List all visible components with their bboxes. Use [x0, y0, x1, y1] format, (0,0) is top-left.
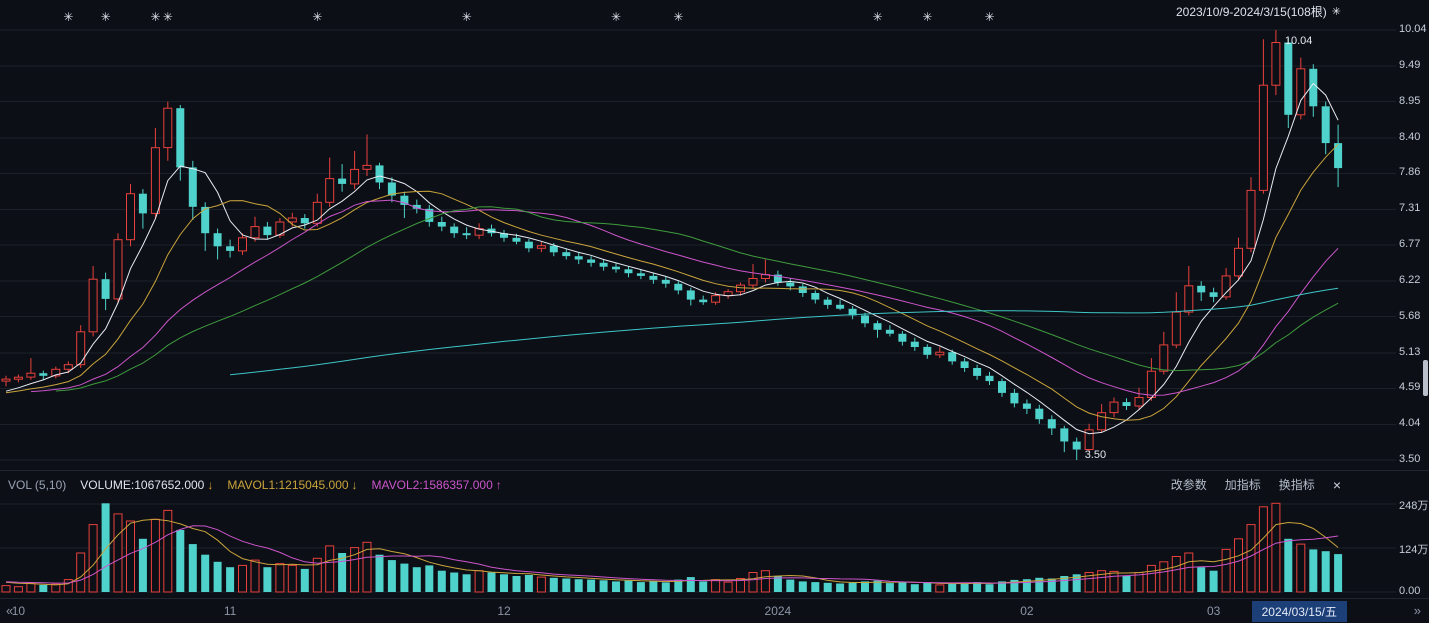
volume-axis-label: 248万	[1399, 500, 1429, 512]
volume-axis-label: 0.00	[1399, 585, 1421, 597]
volume-value: VOLUME:1067652.000 ↓	[80, 477, 214, 492]
svg-text:✳: ✳	[150, 10, 160, 24]
svg-text:✳: ✳	[462, 10, 472, 24]
svg-text:✳: ✳	[984, 10, 994, 24]
x-axis-label: 11	[223, 604, 237, 618]
price-axis-label: 9.49	[1399, 59, 1421, 72]
scroll-right-button[interactable]: »	[1413, 603, 1421, 618]
up-arrow-icon: ↑	[495, 477, 502, 492]
price-axis-label: 8.40	[1399, 130, 1421, 143]
svg-text:✳: ✳	[63, 10, 73, 24]
volume-bars[interactable]	[1, 502, 1343, 593]
x-axis-label: 10	[11, 604, 26, 618]
price-axis-label: 3.50	[1399, 453, 1421, 465]
volume-pane[interactable]	[0, 498, 1396, 598]
svg-text:✳: ✳	[312, 10, 322, 24]
volume-indicator-bar: VOL (5,10) VOLUME:1067652.000 ↓ MAVOL1:12…	[0, 470, 1429, 498]
down-arrow-icon: ↓	[207, 477, 214, 492]
price-axis-label: 7.86	[1399, 166, 1421, 179]
svg-text:✳: ✳	[611, 10, 621, 24]
event-markers[interactable]: ✳ ✳ ✳ ✳ ✳ ✳ ✳ ✳ ✳ ✳ ✳	[63, 10, 994, 24]
star-icon: ✳	[1331, 6, 1341, 18]
add-indicator-button[interactable]: 加指标	[1224, 478, 1261, 492]
mavol1-value: MAVOL1:1215045.000 ↓	[227, 477, 358, 492]
volume-axis-label: 124万	[1399, 544, 1429, 556]
svg-text:✳: ✳	[922, 10, 932, 24]
price-axis-label: 4.59	[1399, 381, 1421, 394]
x-axis-label: 2024	[764, 604, 792, 618]
indicator-name: VOL (5,10)	[8, 477, 67, 492]
price-axis-label: 7.31	[1399, 202, 1421, 215]
low-price-annotation: 3.50	[1085, 449, 1106, 461]
date-range-text: 2023/10/9-2024/3/15(108根)	[1176, 5, 1327, 19]
svg-text:✳: ✳	[872, 10, 882, 24]
price-axis-label: 8.95	[1399, 94, 1421, 107]
ma-lines	[5, 82, 1339, 435]
date-range: 2023/10/9-2024/3/15(108根) ✳	[1176, 3, 1341, 20]
down-arrow-icon: ↓	[351, 477, 358, 492]
price-axis-label: 6.22	[1399, 274, 1421, 287]
change-params-button[interactable]: 改参数	[1170, 478, 1207, 492]
close-indicator-button[interactable]: ×	[1332, 476, 1341, 493]
svg-text:✳: ✳	[101, 10, 111, 24]
price-pane[interactable]: ✳ ✳ ✳ ✳ ✳ ✳ ✳ ✳ ✳ ✳ ✳10.043.50	[0, 0, 1396, 470]
svg-text:✳: ✳	[163, 10, 173, 24]
switch-indicator-button[interactable]: 换指标	[1278, 478, 1315, 492]
price-axis-label: 10.04	[1399, 23, 1427, 35]
price-axis-label: 4.04	[1399, 417, 1421, 430]
price-axis: 10.04 9.49 8.95 8.40 7.86 7.31 6.77 6.22 5.68 5.1…	[1397, 0, 1429, 470]
price-axis-label: 5.68	[1399, 309, 1421, 322]
mavol2-value: MAVOL2:1586357.000 ↑	[371, 477, 502, 492]
volume-axis: 248万 124万 0.00	[1397, 498, 1429, 598]
scroll-left-button[interactable]: «	[6, 603, 14, 618]
x-axis-label: 02	[1020, 604, 1034, 618]
x-axis-label: 12	[497, 604, 511, 618]
candlesticks[interactable]	[1, 30, 1343, 460]
mavol-lines	[5, 518, 1339, 586]
price-axis-label: 5.13	[1399, 345, 1421, 358]
x-axis-label: 03	[1206, 604, 1221, 618]
x-axis-bar: « 10 11 12 2024 02 03 2024/03/15/五 »	[0, 598, 1429, 623]
current-date-box[interactable]: 2024/03/15/五	[1251, 601, 1347, 622]
svg-text:✳: ✳	[673, 10, 683, 24]
indicator-buttons: 改参数 加指标 换指标 ×	[1171, 476, 1341, 493]
price-axis-label: 6.77	[1399, 238, 1421, 250]
scrollbar-thumb[interactable]	[1423, 360, 1428, 396]
high-price-annotation: 10.04	[1285, 35, 1313, 47]
grid-lines	[0, 29, 1396, 461]
